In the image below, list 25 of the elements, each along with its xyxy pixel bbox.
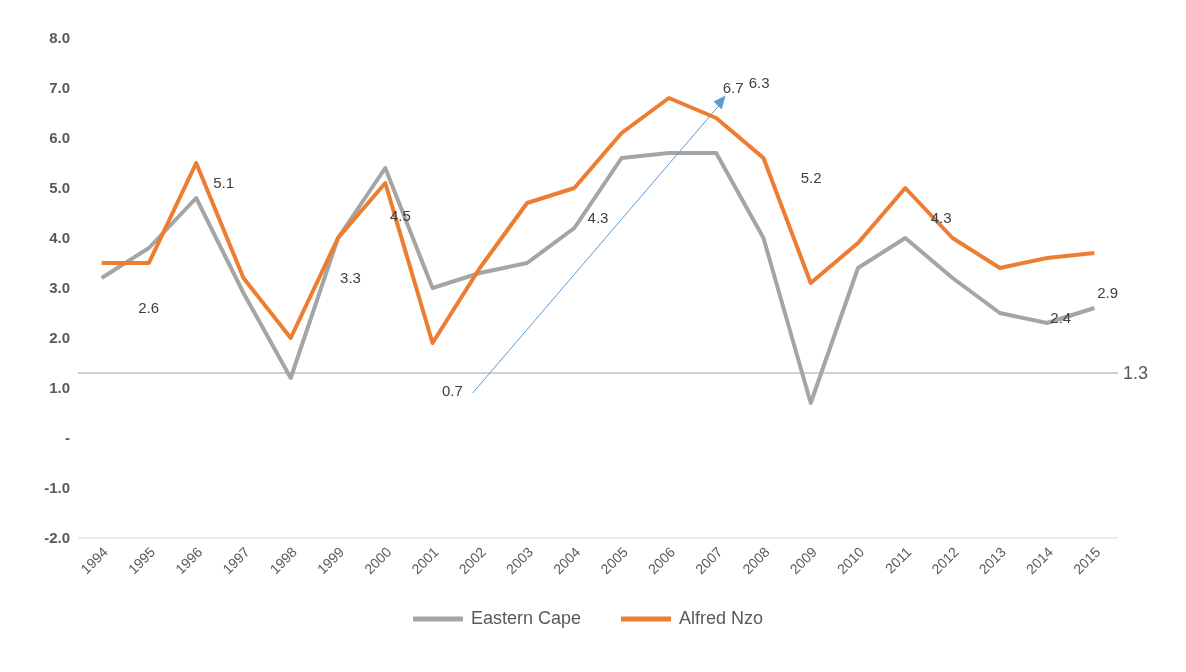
y-tick-label: -1.0 — [44, 479, 70, 497]
y-tick-label: 4.0 — [49, 229, 70, 247]
line-series — [99, 96, 1097, 345]
y-tick-label: 7.0 — [49, 79, 70, 97]
y-tick-label: 5.0 — [49, 179, 70, 197]
y-tick-label: - — [65, 429, 70, 447]
annotation: 2.4 — [1050, 309, 1072, 327]
legend-label: Alfred Nzo — [679, 608, 764, 629]
annotation: 6.3 — [748, 74, 770, 92]
annotation: 0.7 — [441, 381, 463, 399]
y-tick-label: 2.0 — [49, 329, 70, 347]
y-tick-label: 1.0 — [49, 379, 70, 397]
y-tick-label: 3.0 — [49, 279, 70, 297]
annotation: 2.6 — [138, 299, 160, 317]
annotation: 2.9 — [1097, 284, 1119, 302]
annotation: 5.1 — [213, 174, 235, 192]
legend-label: Eastern Cape — [470, 608, 582, 629]
y-tick-label: -2.0 — [44, 529, 70, 547]
annotation: 6.7 — [722, 79, 744, 97]
annotation: 4.3 — [587, 209, 609, 227]
y-tick-label: 6.0 — [49, 129, 70, 147]
y-tick-label: 8.0 — [49, 29, 70, 47]
ref-line-label: 1.3 — [1123, 363, 1149, 384]
annotation: 5.2 — [800, 169, 822, 187]
annotation: 3.3 — [340, 269, 361, 287]
